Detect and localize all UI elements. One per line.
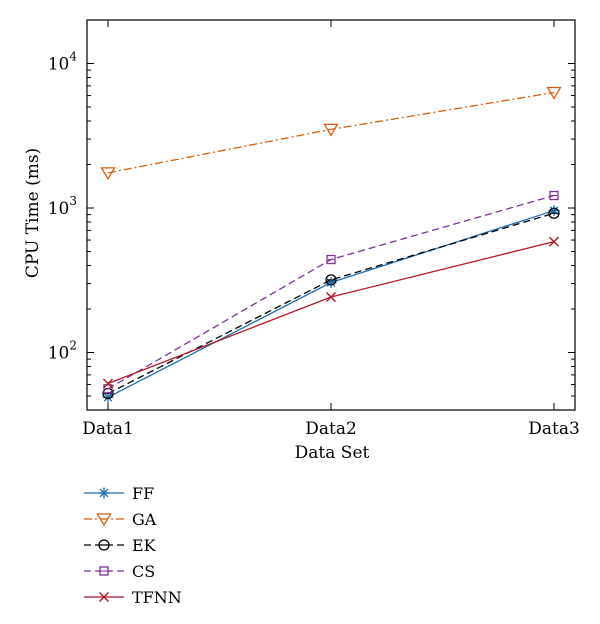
- legend-marker-cs: [99, 566, 109, 576]
- legend-label-ek: EK: [132, 536, 157, 555]
- x-axis-title: Data Set: [295, 443, 370, 463]
- legend-item-ek: EK: [84, 536, 157, 555]
- data-point-tfnn: [326, 292, 336, 303]
- legend-label-tfnn: TFNN: [132, 588, 182, 607]
- y-tick-label: 102: [48, 338, 77, 363]
- legend-item-tfnn: TFNN: [84, 588, 182, 607]
- data-point-tfnn: [103, 378, 113, 389]
- data-point-cs: [326, 254, 336, 265]
- y-axis-title: CPU Time (ms): [23, 148, 43, 278]
- legend-label-ff: FF: [132, 484, 154, 503]
- data-point-cs: [103, 384, 113, 394]
- x-tick-label: Data3: [528, 419, 580, 439]
- plot-frame: [86, 19, 576, 411]
- x-tick-label: Data2: [305, 419, 357, 439]
- data-point-tfnn: [549, 236, 559, 247]
- legend-marker-ga: [96, 513, 112, 527]
- legend-marker-ek: [98, 539, 110, 551]
- y-tick-label: 104: [48, 49, 78, 74]
- legend-item-ga: GA: [84, 510, 157, 529]
- legend: FF GA EK CS TFNN: [84, 484, 182, 607]
- legend-item-ff: FF: [84, 484, 154, 503]
- legend-label-ga: GA: [132, 510, 157, 529]
- series-line-ga: [107, 91, 555, 174]
- data-point-ek: [325, 274, 337, 286]
- data-point-ga: [546, 86, 562, 100]
- legend-marker-tfnn: [99, 592, 109, 602]
- legend-label-cs: CS: [132, 562, 155, 581]
- legend-item-cs: CS: [84, 562, 155, 581]
- data-point-ek: [548, 207, 560, 219]
- data-point-ga: [100, 167, 116, 181]
- data-point-ga: [323, 123, 339, 137]
- y-tick-label: 103: [48, 194, 77, 219]
- x-tick-label: Data1: [82, 419, 134, 439]
- legend-marker-ff: [98, 487, 110, 499]
- series-line-ff: [107, 209, 555, 398]
- series-line-ek: [107, 212, 555, 395]
- series-line-cs: [107, 194, 555, 390]
- data-point-cs: [549, 190, 559, 201]
